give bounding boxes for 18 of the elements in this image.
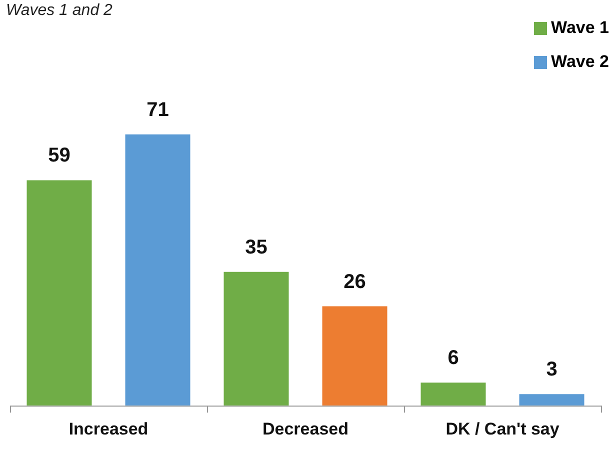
x-tick-label: Decreased	[262, 419, 349, 438]
bar	[125, 134, 190, 406]
data-label: 59	[48, 144, 70, 167]
data-label: 3	[546, 358, 558, 381]
data-label: 35	[245, 236, 268, 258]
data-label: 26	[344, 270, 366, 293]
x-tick-label: DK / Can't say	[446, 419, 560, 438]
bar	[224, 272, 289, 406]
bar	[420, 382, 486, 406]
legend-label: Wave 1	[551, 18, 609, 38]
data-label: 6	[448, 347, 459, 370]
x-tick-label: Increased	[68, 419, 148, 438]
chart-title: Waves 1 and 2	[6, 2, 112, 20]
bar	[26, 180, 92, 406]
data-label: 71	[146, 98, 169, 121]
bar	[322, 306, 388, 406]
legend-label: Wave 2	[551, 52, 609, 72]
bar	[519, 394, 584, 406]
